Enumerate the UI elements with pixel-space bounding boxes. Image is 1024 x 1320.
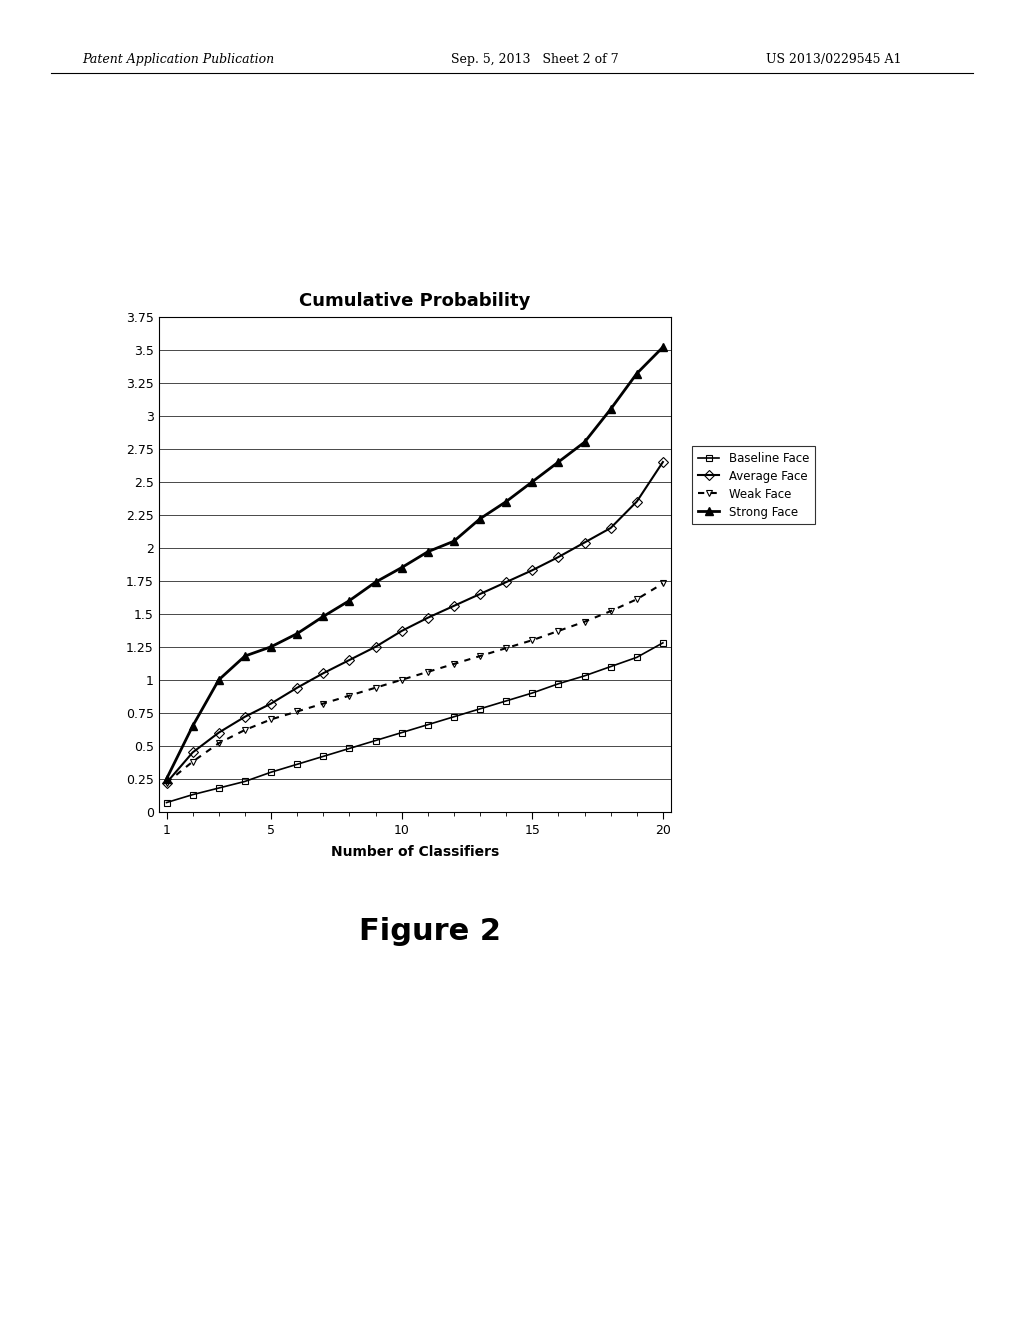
Average Face — [474, 586, 486, 602]
Strong Face — [161, 771, 173, 787]
X-axis label: Number of Classifiers: Number of Classifiers — [331, 845, 499, 859]
Average Face — [370, 639, 382, 655]
Average Face — [447, 598, 460, 614]
Line: Strong Face: Strong Face — [163, 343, 667, 783]
Weak Face — [656, 576, 669, 591]
Average Face — [265, 696, 278, 711]
Weak Face — [161, 775, 173, 791]
Weak Face — [265, 711, 278, 727]
Average Face — [631, 494, 643, 510]
Baseline Face — [604, 659, 616, 675]
Weak Face — [291, 704, 303, 719]
Legend: Baseline Face, Average Face, Weak Face, Strong Face: Baseline Face, Average Face, Weak Face, … — [692, 446, 815, 524]
Line: Average Face: Average Face — [163, 458, 667, 787]
Average Face — [213, 725, 225, 741]
Average Face — [500, 574, 512, 590]
Strong Face — [239, 648, 251, 664]
Baseline Face — [239, 774, 251, 789]
Baseline Face — [526, 685, 539, 701]
Baseline Face — [631, 649, 643, 665]
Text: US 2013/0229545 A1: US 2013/0229545 A1 — [766, 53, 901, 66]
Strong Face — [370, 574, 382, 590]
Baseline Face — [291, 756, 303, 772]
Average Face — [343, 652, 355, 668]
Weak Face — [370, 680, 382, 696]
Weak Face — [213, 735, 225, 751]
Average Face — [161, 775, 173, 791]
Strong Face — [343, 593, 355, 609]
Weak Face — [579, 614, 591, 630]
Weak Face — [500, 640, 512, 656]
Text: Figure 2: Figure 2 — [359, 917, 501, 946]
Strong Face — [186, 718, 199, 734]
Weak Face — [447, 656, 460, 672]
Average Face — [239, 709, 251, 725]
Weak Face — [474, 648, 486, 664]
Baseline Face — [422, 717, 434, 733]
Strong Face — [213, 672, 225, 688]
Baseline Face — [370, 733, 382, 748]
Average Face — [526, 562, 539, 578]
Strong Face — [291, 626, 303, 642]
Strong Face — [395, 560, 408, 576]
Baseline Face — [265, 764, 278, 780]
Strong Face — [604, 401, 616, 417]
Average Face — [579, 535, 591, 550]
Weak Face — [239, 722, 251, 738]
Baseline Face — [161, 795, 173, 810]
Strong Face — [526, 474, 539, 490]
Line: Baseline Face: Baseline Face — [163, 639, 667, 807]
Baseline Face — [186, 787, 199, 803]
Weak Face — [343, 688, 355, 704]
Average Face — [552, 549, 564, 565]
Strong Face — [474, 511, 486, 527]
Title: Cumulative Probability: Cumulative Probability — [299, 292, 530, 310]
Strong Face — [265, 639, 278, 655]
Strong Face — [500, 494, 512, 510]
Weak Face — [186, 754, 199, 770]
Average Face — [422, 610, 434, 626]
Baseline Face — [447, 709, 460, 725]
Strong Face — [447, 533, 460, 549]
Strong Face — [631, 366, 643, 381]
Weak Face — [395, 672, 408, 688]
Weak Face — [526, 632, 539, 648]
Weak Face — [422, 664, 434, 680]
Line: Weak Face: Weak Face — [163, 579, 667, 787]
Weak Face — [631, 591, 643, 607]
Baseline Face — [579, 668, 591, 684]
Weak Face — [604, 603, 616, 619]
Text: Sep. 5, 2013   Sheet 2 of 7: Sep. 5, 2013 Sheet 2 of 7 — [451, 53, 618, 66]
Strong Face — [579, 434, 591, 450]
Baseline Face — [552, 676, 564, 692]
Weak Face — [552, 623, 564, 639]
Average Face — [186, 744, 199, 760]
Baseline Face — [343, 741, 355, 756]
Baseline Face — [395, 725, 408, 741]
Text: Patent Application Publication: Patent Application Publication — [82, 53, 274, 66]
Strong Face — [422, 544, 434, 560]
Baseline Face — [500, 693, 512, 709]
Average Face — [291, 680, 303, 696]
Baseline Face — [474, 701, 486, 717]
Strong Face — [317, 609, 330, 624]
Baseline Face — [317, 748, 330, 764]
Average Face — [604, 520, 616, 536]
Weak Face — [317, 696, 330, 711]
Average Face — [656, 454, 669, 470]
Strong Face — [656, 339, 669, 355]
Baseline Face — [656, 635, 669, 651]
Average Face — [395, 623, 408, 639]
Baseline Face — [213, 780, 225, 796]
Average Face — [317, 665, 330, 681]
Strong Face — [552, 454, 564, 470]
